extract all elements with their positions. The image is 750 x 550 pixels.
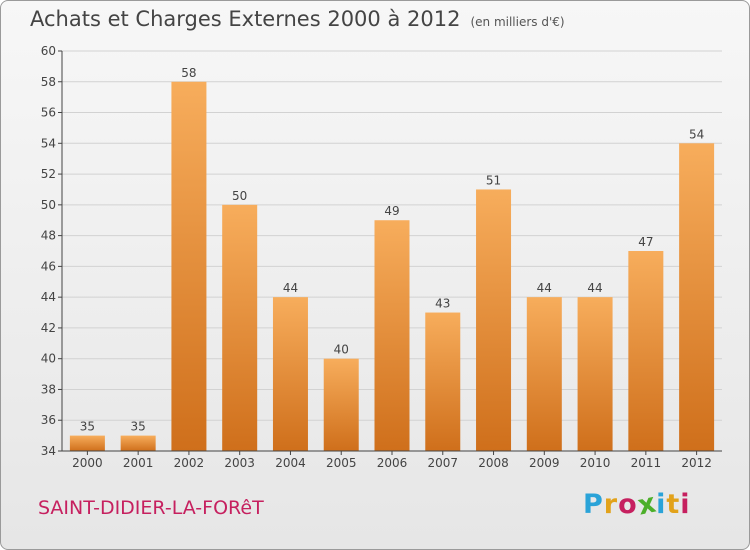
y-tick-label: 38	[41, 382, 56, 396]
commune-name: SAINT-DIDIER-LA-FORêT	[38, 497, 264, 519]
bars	[69, 81, 715, 452]
x-tick-label: 2008	[478, 456, 509, 470]
bar	[222, 204, 258, 451]
bar	[374, 220, 410, 451]
y-tick-label: 44	[41, 290, 56, 304]
bar	[425, 312, 461, 451]
x-tick-label: 2002	[174, 456, 205, 470]
bar	[323, 358, 359, 451]
y-tick-label: 60	[41, 44, 56, 58]
y-tick-label: 36	[41, 413, 56, 427]
bar	[120, 435, 156, 451]
x-tick-label: 2009	[529, 456, 560, 470]
data-label: 44	[587, 281, 602, 295]
bar	[476, 189, 512, 451]
data-label: 44	[537, 281, 552, 295]
x-tick-label: 2003	[224, 456, 255, 470]
data-label: 49	[384, 204, 399, 218]
logo-letter: o	[618, 489, 638, 520]
x-tick-label: 2012	[681, 456, 712, 470]
chart-title: Achats et Charges Externes 2000 à 2012	[30, 7, 461, 31]
y-tick-label: 46	[41, 259, 56, 273]
y-tick-label: 42	[41, 321, 56, 335]
axes	[58, 50, 722, 455]
bar	[171, 81, 207, 452]
x-tick-label: 2011	[631, 456, 662, 470]
bar	[679, 143, 715, 452]
logo-letter: r	[603, 489, 619, 520]
y-tick-label: 50	[41, 198, 56, 212]
x-tick-label: 2000	[72, 456, 103, 470]
labels: 34 36 38 40 42 44 46 48 50 52 54 56 58 60 35 2000 35 2001…	[41, 44, 712, 470]
data-label: 50	[232, 189, 247, 203]
data-label: 51	[486, 173, 501, 187]
chart-title-block: Achats et Charges Externes 2000 à 2012 (e…	[30, 7, 565, 31]
y-tick-label: 40	[41, 352, 56, 366]
x-tick-label: 2006	[377, 456, 408, 470]
data-label: 54	[689, 127, 704, 141]
bar	[526, 297, 562, 451]
y-tick-label: 48	[41, 229, 56, 243]
bar	[272, 297, 308, 451]
data-label: 58	[181, 66, 196, 80]
x-tick-label: 2007	[427, 456, 458, 470]
logo-letter: i	[680, 489, 691, 520]
data-label: 40	[334, 343, 349, 357]
bar	[577, 297, 613, 451]
data-label: 43	[435, 297, 450, 311]
chart-subtitle: (en milliers d'€)	[470, 15, 565, 29]
y-tick-label: 34	[41, 444, 56, 458]
y-tick-label: 52	[41, 167, 56, 181]
proxiti-logo: Proxiti	[583, 487, 691, 521]
logo-letter: P	[583, 489, 604, 520]
x-tick-label: 2004	[275, 456, 306, 470]
y-tick-label: 56	[41, 106, 56, 120]
x-tick-label: 2010	[580, 456, 611, 470]
data-label: 47	[638, 235, 653, 249]
logo-letter: i	[656, 489, 667, 520]
y-tick-label: 58	[41, 75, 56, 89]
data-label: 44	[283, 281, 298, 295]
data-label: 35	[131, 420, 146, 434]
logo-letter: t	[666, 489, 681, 520]
x-tick-label: 2001	[123, 456, 154, 470]
data-label: 35	[80, 420, 95, 434]
bar	[628, 251, 664, 451]
x-tick-label: 2005	[326, 456, 357, 470]
bar	[69, 435, 105, 451]
y-tick-label: 54	[41, 136, 56, 150]
